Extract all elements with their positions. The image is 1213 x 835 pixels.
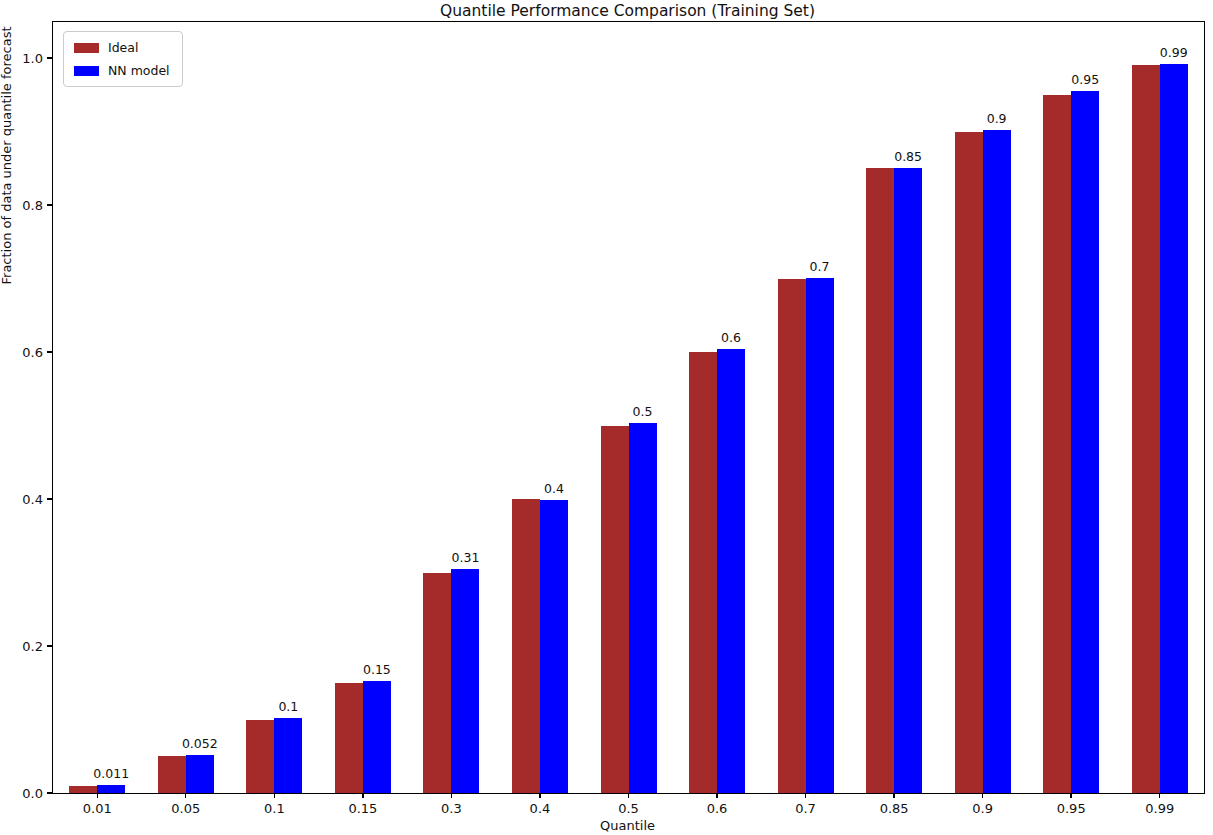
bar-ideal <box>866 168 894 793</box>
bar-ideal <box>1043 95 1071 793</box>
bar-value-label: 0.1 <box>278 699 298 714</box>
bar-nn-model <box>1071 91 1099 793</box>
x-tick-label: 0.9 <box>972 801 993 816</box>
y-tick-label: 0.4 <box>22 492 43 507</box>
y-tick-mark <box>47 351 53 352</box>
bar-value-label: 0.052 <box>182 736 218 751</box>
x-tick-mark <box>274 793 275 798</box>
bar-value-label: 0.4 <box>544 481 564 496</box>
y-tick-mark <box>47 498 53 499</box>
x-tick-mark <box>451 793 452 798</box>
y-tick-mark <box>47 645 53 646</box>
bar-value-label: 0.85 <box>894 149 922 164</box>
x-tick-mark <box>716 793 717 798</box>
bar-value-label: 0.011 <box>93 766 129 781</box>
bar-nn-model <box>983 130 1011 793</box>
x-tick-mark <box>805 793 806 798</box>
bar-value-label: 0.95 <box>1071 72 1099 87</box>
legend-label-nn-model: NN model <box>108 63 170 78</box>
bar-nn-model <box>274 718 302 793</box>
bar-nn-model <box>1160 64 1188 793</box>
bar-ideal <box>601 426 629 793</box>
y-tick-label: 0.6 <box>22 345 43 360</box>
bar-nn-model <box>629 423 657 793</box>
x-tick-label: 0.4 <box>530 801 551 816</box>
bar-nn-model <box>806 278 834 793</box>
bar-nn-model <box>894 168 922 793</box>
x-tick-mark <box>982 793 983 798</box>
bar-ideal <box>158 756 186 793</box>
bar-ideal <box>246 720 274 793</box>
x-tick-label: 0.3 <box>441 801 462 816</box>
x-tick-label: 0.7 <box>795 801 816 816</box>
nn-model-swatch-icon <box>74 66 99 76</box>
bar-nn-model <box>97 785 125 793</box>
x-tick-label: 0.15 <box>348 801 377 816</box>
bar-nn-model <box>186 755 214 793</box>
bar-value-label: 0.15 <box>363 662 391 677</box>
ideal-swatch-icon <box>74 43 99 53</box>
bar-nn-model <box>717 349 745 793</box>
x-tick-label: 0.5 <box>618 801 639 816</box>
x-axis-label: Quantile <box>52 818 1203 833</box>
chart-title: Quantile Performance Comparison (Trainin… <box>52 2 1203 20</box>
y-tick-label: 0.0 <box>22 786 43 801</box>
bar-ideal <box>778 279 806 793</box>
bar-ideal <box>512 499 540 793</box>
bar-ideal <box>689 352 717 793</box>
y-tick-label: 0.2 <box>22 639 43 654</box>
bar-value-label: 0.9 <box>987 111 1007 126</box>
bar-value-label: 0.31 <box>452 550 480 565</box>
bar-value-label: 0.99 <box>1160 45 1188 60</box>
bar-ideal <box>335 683 363 793</box>
bar-nn-model <box>451 569 479 793</box>
x-tick-label: 0.95 <box>1057 801 1086 816</box>
x-tick-mark <box>539 793 540 798</box>
x-tick-label: 0.05 <box>171 801 200 816</box>
bar-ideal <box>1132 65 1160 793</box>
y-tick-mark <box>47 792 53 793</box>
bar-value-label: 0.6 <box>721 330 741 345</box>
x-tick-mark <box>1159 793 1160 798</box>
bar-ideal <box>955 132 983 793</box>
x-tick-label: 0.1 <box>264 801 285 816</box>
bar-value-label: 0.7 <box>810 259 830 274</box>
legend-label-ideal: Ideal <box>108 40 138 55</box>
bar-ideal <box>69 786 97 793</box>
y-tick-mark <box>47 204 53 205</box>
y-tick-label: 1.0 <box>22 51 43 66</box>
x-tick-label: 0.99 <box>1145 801 1174 816</box>
x-tick-label: 0.01 <box>83 801 112 816</box>
legend: Ideal NN model <box>63 31 183 87</box>
bar-nn-model <box>363 681 391 793</box>
legend-item-nn-model: NN model <box>74 63 170 78</box>
x-tick-mark <box>185 793 186 798</box>
x-tick-mark <box>628 793 629 798</box>
bar-ideal <box>423 573 451 793</box>
bar-nn-model <box>540 500 568 793</box>
x-tick-mark <box>97 793 98 798</box>
figure: Quantile Performance Comparison (Trainin… <box>0 0 1213 835</box>
x-tick-label: 0.85 <box>880 801 909 816</box>
y-axis-label: Fraction of data under quantile forecast <box>0 26 14 284</box>
y-tick-label: 0.8 <box>22 198 43 213</box>
x-tick-mark <box>1070 793 1071 798</box>
legend-item-ideal: Ideal <box>74 40 170 55</box>
plot-area: 0.00.20.40.60.81.0 0.010.050.10.150.30.4… <box>52 21 1205 794</box>
x-tick-label: 0.6 <box>707 801 728 816</box>
y-tick-mark <box>47 57 53 58</box>
x-tick-mark <box>362 793 363 798</box>
bar-value-label: 0.5 <box>633 404 653 419</box>
x-tick-mark <box>893 793 894 798</box>
